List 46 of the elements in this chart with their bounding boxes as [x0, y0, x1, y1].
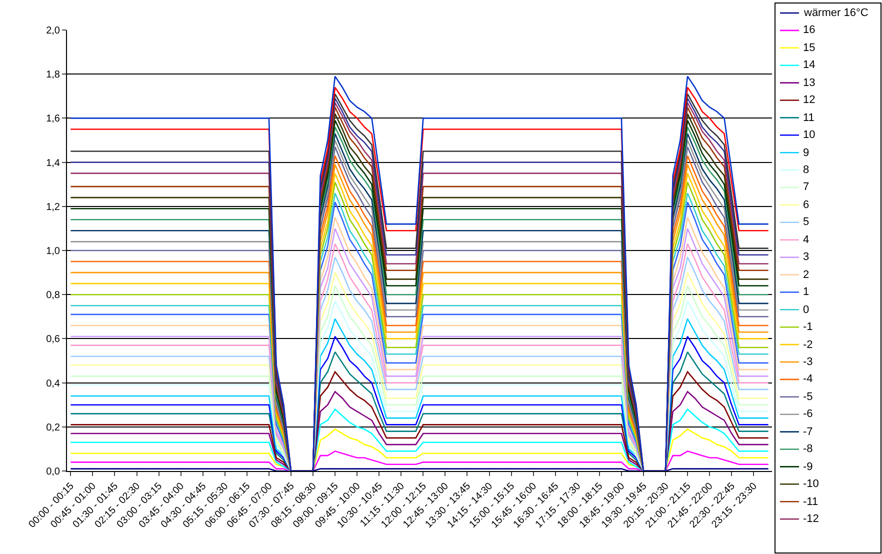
y-tick-label: 0,4 [46, 378, 60, 390]
y-tick-label: 1,2 [46, 202, 60, 213]
legend-label: 8 [803, 164, 810, 176]
legend-label: -5 [803, 391, 813, 403]
legend-label: 2 [803, 269, 810, 281]
legend-label: 6 [803, 199, 810, 211]
legend-label: -2 [803, 339, 813, 351]
legend-label: 7 [803, 181, 810, 193]
y-tick-label: 1,8 [46, 70, 60, 81]
legend-label: 0 [803, 304, 810, 316]
legend-label: -1 [803, 321, 813, 333]
y-tick-label: 0,0 [46, 466, 60, 478]
y-tick-label: 2,0 [46, 26, 60, 36]
legend-label: 16 [803, 24, 816, 36]
legend-label: 14 [803, 59, 816, 71]
line-series [70, 450, 769, 471]
legend-label: 12 [803, 94, 816, 106]
legend-label: -10 [803, 478, 819, 490]
legend-label: wärmer 16°C [803, 7, 868, 19]
legend-label: 5 [803, 216, 810, 228]
legend-label: -3 [803, 356, 813, 368]
line-series [70, 371, 769, 471]
line-series [70, 428, 769, 471]
legend-label: 10 [803, 129, 816, 141]
legend-label: -4 [803, 373, 813, 385]
legend-label: -6 [803, 408, 813, 420]
legend-label: 1 [803, 286, 810, 298]
legend-label: 11 [803, 112, 814, 124]
legend-label: -11 [803, 496, 818, 508]
legend-label: -9 [803, 461, 813, 473]
line-series [70, 390, 769, 471]
line-series [70, 408, 769, 471]
legend-label: 9 [803, 147, 810, 159]
y-tick-label: 1,0 [46, 246, 60, 257]
legend-label: -12 [803, 513, 819, 525]
y-tick-label: 0,8 [46, 290, 60, 302]
y-tick-label: 0,6 [46, 334, 60, 346]
y-tick-label: 0,2 [46, 422, 60, 434]
legend-label: -8 [803, 443, 813, 455]
legend-label: 4 [803, 234, 810, 246]
legend-label: 13 [803, 77, 816, 89]
y-tick-label: 1,6 [46, 114, 60, 125]
y-tick-label: 1,4 [46, 158, 60, 169]
legend-label: 15 [803, 42, 816, 54]
legend-label: 3 [803, 251, 810, 263]
legend-label: -7 [803, 426, 813, 438]
